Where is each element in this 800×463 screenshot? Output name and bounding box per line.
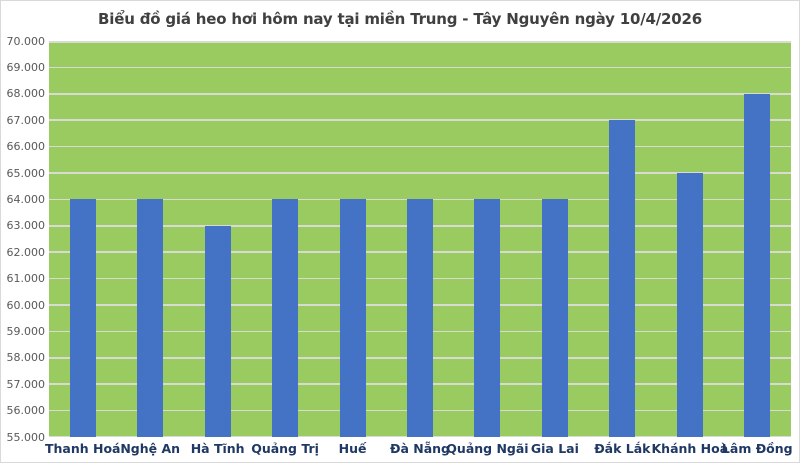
y-axis-tick-label: 62.000 — [6, 245, 46, 259]
y-axis-tick-label: 70.000 — [6, 34, 46, 48]
y-axis-tick-label: 60.000 — [6, 298, 46, 312]
bar — [69, 199, 96, 437]
x-axis-tick-label: Đà Nẵng — [389, 441, 451, 456]
gridline — [49, 41, 791, 43]
bar — [474, 199, 501, 437]
x-axis-tick-label: Thanh Hoá — [44, 441, 121, 456]
y-axis-tick-label: 67.000 — [6, 113, 46, 127]
gridline — [49, 198, 791, 201]
y-axis-tick-label: 61.000 — [6, 272, 46, 286]
bar — [339, 199, 366, 437]
y-axis-tick-label: 69.000 — [6, 60, 46, 74]
bar — [541, 199, 568, 437]
y-axis-tick-label: 55.000 — [6, 430, 46, 444]
gridline — [49, 172, 791, 174]
y-axis-tick-label: 57.000 — [6, 377, 46, 391]
chart-title: Biểu đồ giá heo hơi hôm nay tại miền Tru… — [98, 10, 702, 28]
plot-area — [49, 41, 791, 437]
bar — [744, 93, 771, 437]
bar — [204, 225, 231, 437]
x-axis: Thanh Hoá Nghệ An Hà Tĩnh Quảng Trị Huế Đà Nẵ… — [45, 441, 793, 461]
x-axis-tick-label: Nghệ An — [120, 441, 181, 456]
y-axis: 55.000 56.000 57.000 58.000 59.000 60.000 61.0… — [1, 35, 46, 444]
y-axis-tick-label: 64.000 — [6, 192, 46, 206]
x-axis-tick-label: Huế — [338, 441, 367, 456]
x-axis-tick-label: Quảng Ngãi — [446, 441, 529, 456]
y-axis-tick-label: 59.000 — [6, 324, 46, 338]
y-axis-tick-label: 56.000 — [6, 404, 46, 418]
bar — [609, 120, 636, 437]
y-axis-tick-label: 58.000 — [6, 351, 46, 365]
y-axis-tick-label: 68.000 — [6, 87, 46, 101]
bar — [137, 199, 164, 437]
y-axis-tick-label: 63.000 — [6, 219, 46, 233]
x-axis-tick-label: Hà Tĩnh — [190, 441, 245, 456]
x-axis-tick-label: Đắk Lắk — [594, 441, 651, 456]
bar — [407, 199, 433, 437]
x-axis-tick-label: Quảng Trị — [251, 441, 319, 456]
gridline — [49, 119, 791, 121]
x-axis-tick-label: Gia Lai — [530, 441, 579, 456]
y-axis-tick-label: 65.000 — [6, 166, 46, 180]
bar — [272, 199, 299, 437]
gridline — [49, 145, 791, 148]
x-axis-tick-label: Lâm Đồng — [721, 441, 793, 456]
gridline — [49, 93, 791, 95]
bar — [676, 173, 703, 437]
gridline — [49, 66, 791, 69]
x-axis-tick-label: Khánh Hoà — [651, 441, 729, 456]
y-axis-tick-label: 66.000 — [6, 140, 46, 154]
